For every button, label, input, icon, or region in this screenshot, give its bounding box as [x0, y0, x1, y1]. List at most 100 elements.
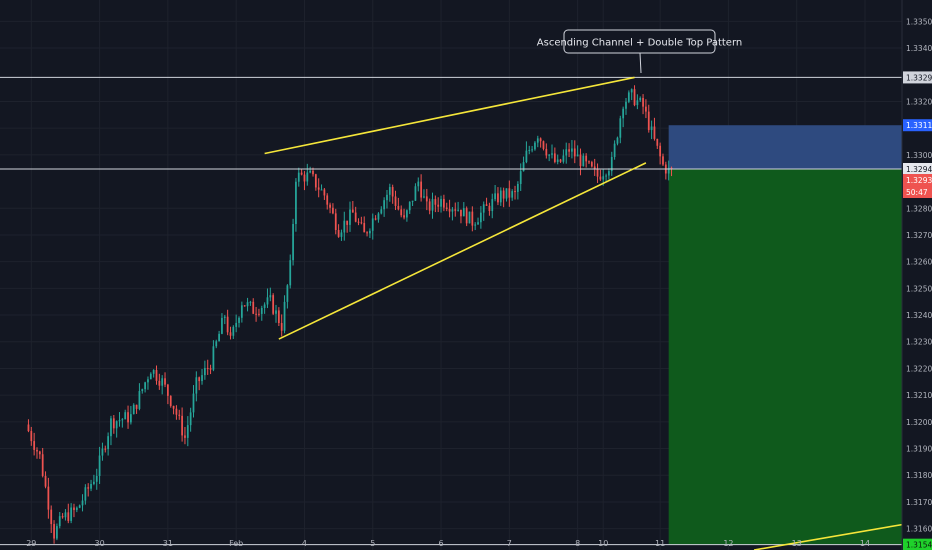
time-tick-label: 8	[575, 539, 580, 548]
candle-body	[499, 190, 502, 203]
candle-body	[511, 191, 514, 198]
candle-body	[201, 375, 203, 382]
candle-body	[75, 507, 78, 511]
candle-body	[562, 155, 565, 162]
current-price-tag	[903, 174, 932, 187]
candle-body	[494, 193, 496, 200]
candle-body	[283, 301, 286, 331]
price-tick-label: 1.32600	[906, 258, 932, 267]
candle-body	[238, 317, 240, 323]
candle-body	[497, 193, 499, 203]
candle-body	[115, 421, 118, 429]
candle-body	[354, 212, 357, 222]
candle-body	[121, 419, 124, 421]
candle-body	[525, 150, 528, 163]
channel-upper-line[interactable]	[264, 76, 635, 155]
candle-body	[90, 483, 92, 489]
candle-body	[295, 181, 297, 225]
candle-body	[149, 373, 152, 380]
annotation-text: Ascending Channel + Double Top Pattern	[537, 38, 742, 49]
candle-body	[337, 230, 340, 237]
candle-body	[56, 526, 58, 539]
price-tick-label: 1.31900	[906, 445, 932, 454]
candle-body	[590, 162, 593, 167]
short-position-tool[interactable]	[668, 125, 902, 545]
annotation-pointer	[634, 52, 642, 74]
candle-body	[662, 156, 664, 165]
candle-body	[630, 89, 633, 93]
candle-body	[351, 209, 354, 213]
price-axis[interactable]: 1.33500 1.33400 1.33200 1.33000 1.32800 1.327…	[901, 0, 932, 550]
candle-body	[360, 222, 363, 224]
candle-body	[297, 172, 300, 182]
take-profit-zone[interactable]	[668, 169, 902, 545]
candle-body	[64, 512, 67, 518]
candle-body	[81, 500, 84, 506]
candle-body	[451, 209, 454, 212]
candle-body	[212, 346, 215, 370]
candle-body	[314, 174, 317, 188]
candle-body	[454, 209, 457, 211]
candle-body	[67, 512, 70, 521]
price-tick-label: 1.32100	[906, 391, 932, 400]
candle-body	[317, 187, 320, 190]
candle-body	[87, 487, 90, 489]
candle-body	[255, 313, 257, 315]
candle-body	[158, 380, 161, 386]
candle-body	[440, 198, 442, 207]
candle-body	[585, 155, 588, 162]
candle-body	[414, 186, 417, 201]
candle-body	[104, 448, 107, 450]
time-axis[interactable]: 29 30 31 Feb 4 5 6 7 8 10 11 12 13 14	[26, 539, 870, 548]
stop-loss-zone[interactable]	[668, 125, 902, 170]
candle-body	[326, 195, 329, 205]
candle-body	[559, 159, 562, 162]
candle-body	[130, 414, 132, 423]
candle-body	[221, 317, 223, 334]
price-tick-label: 1.32500	[906, 284, 932, 293]
candle-body	[522, 162, 525, 172]
candle-body	[462, 208, 465, 217]
candle-body	[505, 188, 508, 199]
candle-body	[107, 436, 110, 450]
channel-lower-line[interactable]	[278, 162, 647, 340]
candle-body	[602, 176, 605, 180]
candle-body	[622, 108, 625, 119]
candle-body	[189, 412, 192, 426]
candle-body	[203, 367, 206, 376]
annotation-layer: Ascending Channel + Double Top Pattern	[537, 29, 742, 74]
price-tick-label: 1.33400	[906, 44, 932, 53]
price-tick-label: 1.32800	[906, 204, 932, 213]
candle-body	[95, 475, 98, 482]
price-axis-background	[902, 0, 932, 550]
candle-body	[627, 92, 630, 102]
candle-body	[166, 384, 169, 396]
candle-body	[488, 205, 491, 212]
candle-body	[343, 220, 346, 233]
candle-body	[320, 189, 323, 191]
candle-body	[144, 382, 146, 390]
candle-body	[460, 209, 462, 217]
candle-body	[309, 170, 312, 173]
candle-body	[593, 166, 596, 169]
candle-body	[599, 176, 602, 180]
candle-body	[169, 395, 172, 406]
candle-body	[573, 148, 576, 157]
candle-body	[582, 155, 585, 167]
price-tick-label: 1.31700	[906, 498, 932, 507]
candle-body	[508, 188, 511, 198]
double-top-price-tag	[903, 71, 932, 84]
candle-body	[406, 210, 408, 218]
candle-body	[340, 232, 343, 237]
candle-body	[195, 377, 198, 394]
countdown-tag-label: 50:47	[906, 188, 928, 197]
candle-body	[269, 295, 272, 298]
candle-body	[50, 509, 53, 525]
price-tick-label: 1.32700	[906, 231, 932, 240]
candle-body	[323, 189, 326, 196]
next-channel-line[interactable]	[753, 523, 903, 550]
candle-body	[482, 204, 485, 213]
